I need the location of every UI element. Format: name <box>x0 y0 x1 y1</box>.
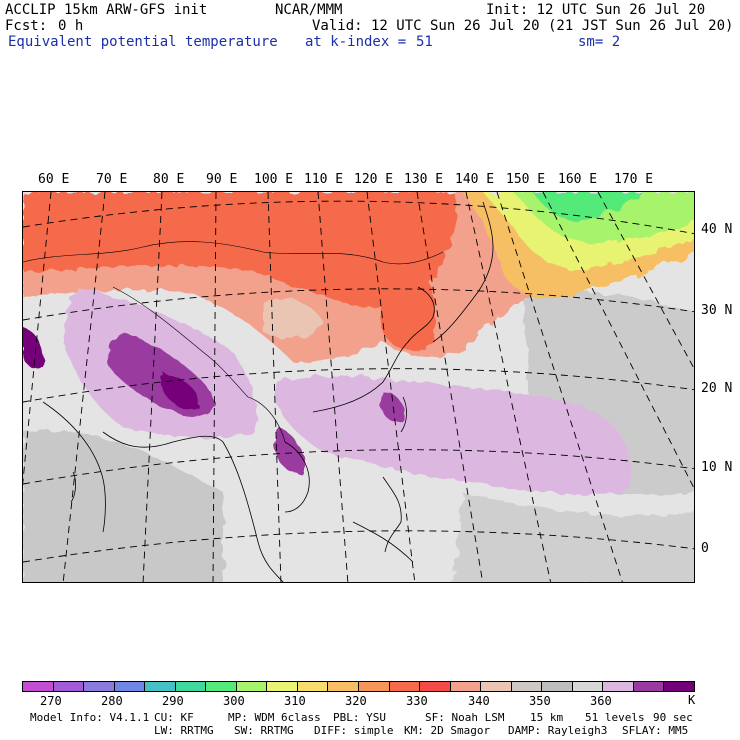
footer-item: DAMP: Rayleigh3 <box>508 724 608 737</box>
lon-label: 100 E <box>254 172 294 187</box>
lon-label: 60 E <box>38 172 70 187</box>
colorbar-swatch <box>359 682 390 691</box>
colorbar-label: 360 <box>590 694 612 708</box>
lon-label: 70 E <box>96 172 128 187</box>
fcst-value: 0 h <box>58 18 84 34</box>
fcst-label: Fcst: <box>5 18 48 34</box>
colorbar <box>22 681 695 692</box>
footer-item: 90 sec <box>653 711 693 724</box>
colorbar-label: 300 <box>223 694 245 708</box>
colorbar-swatch <box>389 682 421 691</box>
colorbar-swatch <box>145 682 176 691</box>
lat-label: 40 N <box>701 222 733 237</box>
footer-item: CU: KF <box>154 711 194 724</box>
lon-label: 80 E <box>153 172 185 187</box>
footer-item: SF: Noah LSM <box>425 711 505 724</box>
colorbar-swatch <box>542 682 573 691</box>
footer-item: DIFF: simple <box>314 724 394 737</box>
colorbar-swatch <box>23 682 54 691</box>
colorbar-swatch <box>572 682 604 691</box>
center-name: NCAR/MMM <box>275 2 343 18</box>
lat-label: 10 N <box>701 460 733 475</box>
lon-label: 110 E <box>304 172 344 187</box>
colorbar-unit: K <box>688 693 696 707</box>
colorbar-swatch <box>328 682 360 691</box>
lat-label: 0 <box>701 541 709 556</box>
footer-item: 51 levels <box>585 711 645 724</box>
lat-label: 20 N <box>701 381 733 396</box>
footer-item: Model Info: V4.1.1 <box>30 711 150 724</box>
model-title: ACCLIP 15km ARW-GFS init <box>5 2 208 18</box>
level-value: 51 <box>416 34 433 50</box>
grey-region <box>23 430 223 582</box>
map-panel <box>22 191 695 583</box>
footer-item: LW: RRTMG <box>154 724 214 737</box>
cool-core <box>533 192 643 222</box>
footer-item: KM: 2D Smagor <box>404 724 491 737</box>
colorbar-swatch <box>481 682 512 691</box>
colorbar-swatch <box>267 682 298 691</box>
very-moist-region <box>273 427 304 473</box>
lon-label: 130 E <box>404 172 444 187</box>
footer-item: 15 km <box>530 711 564 724</box>
colorbar-label: 340 <box>468 694 490 708</box>
colorbar-label: 270 <box>40 694 62 708</box>
colorbar-label: 350 <box>529 694 551 708</box>
warm-core <box>381 252 436 351</box>
colorbar-label: 330 <box>406 694 428 708</box>
colorbar-swatch <box>511 682 543 691</box>
footer-item: MP: WDM 6class <box>228 711 321 724</box>
colorbar-swatch <box>206 682 237 691</box>
colorbar-swatch <box>114 682 146 691</box>
colorbar-label: 280 <box>101 694 123 708</box>
graticule <box>23 192 694 582</box>
warm-core <box>23 192 458 308</box>
field-name: Equivalent potential temperature <box>8 34 278 50</box>
colorbar-swatch <box>236 682 268 691</box>
init-time: Init: 12 UTC Sun 26 Jul 20 <box>486 2 706 18</box>
lat-label: 30 N <box>701 303 733 318</box>
colorbar-swatch <box>664 682 695 691</box>
colorbar-swatch <box>603 682 634 691</box>
footer-item: SW: RRTMG <box>234 724 294 737</box>
level-label: at k-index = <box>305 34 407 50</box>
colorbar-label: 310 <box>284 694 306 708</box>
colorbar-swatch <box>450 682 482 691</box>
lon-label: 120 E <box>354 172 394 187</box>
borders <box>23 241 444 443</box>
colorbar-swatch <box>84 682 115 691</box>
colorbar-label: 320 <box>345 694 367 708</box>
colorbar-swatch <box>420 682 451 691</box>
colorbar-swatch <box>633 682 665 691</box>
lon-label: 160 E <box>558 172 598 187</box>
valid-time: Valid: 12 UTC Sun 26 Jul 20 (21 JST Sun … <box>312 18 734 34</box>
footer-item: SFLAY: MM5 <box>622 724 689 737</box>
lon-label: 140 E <box>455 172 495 187</box>
smoothing: sm= 2 <box>578 34 621 50</box>
colorbar-swatch <box>297 682 329 691</box>
theta-e-field <box>23 192 694 582</box>
moist-region <box>273 376 631 494</box>
peak-region <box>23 327 45 369</box>
very-moist-region <box>381 392 405 424</box>
colorbar-swatch <box>53 682 85 691</box>
colorbar-label: 290 <box>162 694 184 708</box>
footer-item: PBL: YSU <box>333 711 386 724</box>
lon-label: 90 E <box>206 172 238 187</box>
lon-label: 170 E <box>614 172 654 187</box>
colorbar-swatch <box>175 682 207 691</box>
mild-region <box>263 298 323 339</box>
lon-label: 150 E <box>506 172 546 187</box>
